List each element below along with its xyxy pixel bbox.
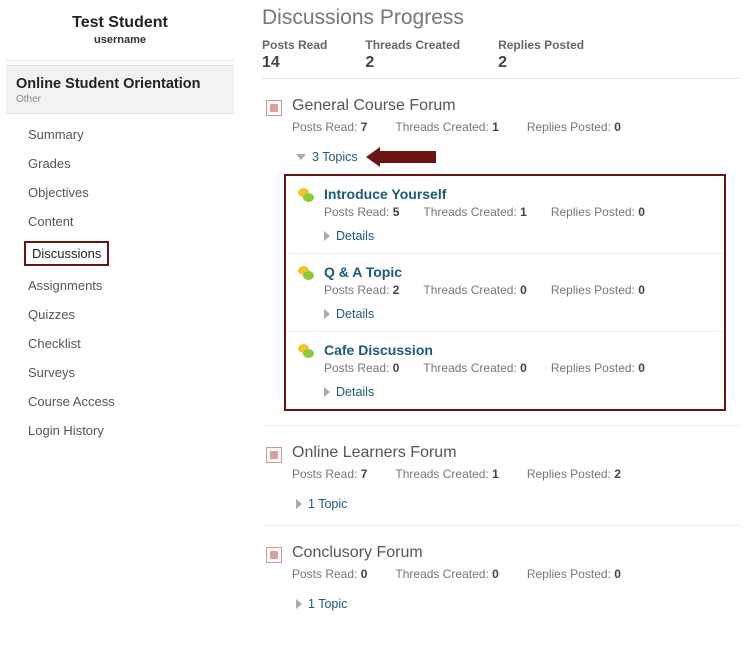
chevron-right-icon [324,309,330,319]
nav-surveys[interactable]: Surveys [6,358,234,387]
topics-count: 3 Topics [312,150,358,164]
details-link[interactable]: Details [324,229,714,243]
nav-content[interactable]: Content [6,207,234,236]
topics-highlight-box: Introduce Yourself Posts Read: 5 Threads… [284,174,726,411]
stat-label: Replies Posted [498,38,584,52]
forum: Conclusory Forum Posts Read: 0 Threads C… [262,526,740,625]
details-link[interactable]: Details [324,307,714,321]
topic-row: Q & A Topic Posts Read: 2 Threads Create… [286,254,724,332]
topic-row: Cafe Discussion Posts Read: 0 Threads Cr… [286,332,724,409]
chevron-right-icon [296,499,302,509]
chevron-right-icon [324,387,330,397]
page-title: Discussions Progress [262,6,740,30]
topics-toggle[interactable]: 1 Topic [296,597,732,611]
forum-title: Online Learners Forum [292,444,457,462]
topic-stats: Posts Read: 0 Threads Created: 0 Replies… [324,361,714,375]
topic-title[interactable]: Cafe Discussion [324,342,714,358]
topic-row: Introduce Yourself Posts Read: 5 Threads… [286,176,724,254]
summary-stats: Posts Read 14 Threads Created 2 Replies … [262,38,740,72]
forum-title: General Course Forum [292,97,456,115]
forum-stats: Posts Read: 0 Threads Created: 0 Replies… [292,567,732,581]
nav-discussions[interactable]: Discussions [24,241,109,266]
stat-posts-read: Posts Read 14 [262,38,327,72]
chevron-right-icon [324,231,330,241]
nav-quizzes[interactable]: Quizzes [6,300,234,329]
stat-label: Posts Read [262,38,327,52]
main-content: Discussions Progress Posts Read 14 Threa… [240,0,750,645]
discussion-bubble-icon [298,266,314,282]
topics-toggle[interactable]: 1 Topic [296,497,732,511]
student-username: username [6,34,234,46]
forum-stats: Posts Read: 7 Threads Created: 1 Replies… [292,120,732,134]
annotation-arrow [378,151,436,163]
course-title: Online Student Orientation [16,76,224,92]
forum: General Course Forum Posts Read: 7 Threa… [262,79,740,426]
topic-stats: Posts Read: 2 Threads Created: 0 Replies… [324,283,714,297]
discussion-bubble-icon [298,344,314,360]
stat-replies-posted: Replies Posted 2 [498,38,584,72]
topic-title[interactable]: Q & A Topic [324,264,714,280]
forum: Online Learners Forum Posts Read: 7 Thre… [262,426,740,526]
side-nav: Summary Grades Objectives Content Discus… [6,114,234,445]
nav-objectives[interactable]: Objectives [6,178,234,207]
forum-icon [266,100,282,116]
topics-count: 1 Topic [308,597,347,611]
nav-checklist[interactable]: Checklist [6,329,234,358]
student-name: Test Student [6,14,234,32]
nav-summary[interactable]: Summary [6,120,234,149]
chevron-down-icon [296,154,306,160]
topics-toggle[interactable]: 3 Topics [296,150,732,164]
topic-title[interactable]: Introduce Yourself [324,186,714,202]
chevron-right-icon [296,599,302,609]
sidebar: Test Student username Online Student Ori… [0,0,240,645]
forum-title: Conclusory Forum [292,544,423,562]
stat-threads-created: Threads Created 2 [365,38,460,72]
stat-label: Threads Created [365,38,460,52]
stat-value: 2 [498,54,584,72]
nav-login-history[interactable]: Login History [6,416,234,445]
nav-course-access[interactable]: Course Access [6,387,234,416]
stat-value: 2 [365,54,460,72]
topics-count: 1 Topic [308,497,347,511]
student-block: Test Student username [6,8,234,61]
nav-grades[interactable]: Grades [6,149,234,178]
stat-value: 14 [262,54,327,72]
details-link[interactable]: Details [324,385,714,399]
nav-assignments[interactable]: Assignments [6,271,234,300]
discussion-bubble-icon [298,188,314,204]
topic-stats: Posts Read: 5 Threads Created: 1 Replies… [324,205,714,219]
forum-icon [266,547,282,563]
forum-icon [266,447,282,463]
course-block: Online Student Orientation Other [6,65,234,114]
course-subtitle: Other [16,94,224,105]
forum-stats: Posts Read: 7 Threads Created: 1 Replies… [292,467,732,481]
